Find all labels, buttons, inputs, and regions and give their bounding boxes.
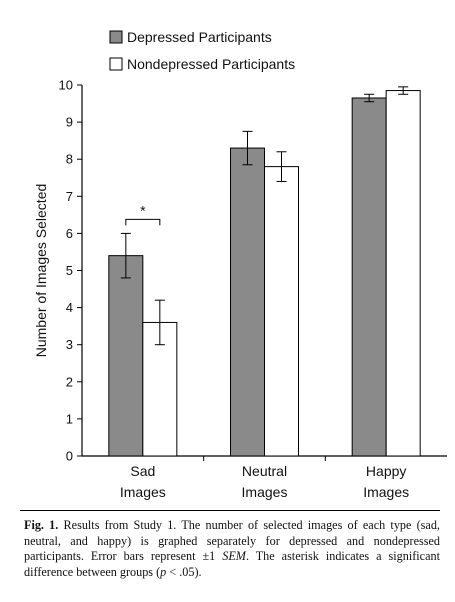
legend-label-0: Depressed Participants [127, 29, 272, 45]
y-tick-label-7: 7 [66, 189, 73, 204]
caption-text-2: . The asterisk indicates a significant d… [24, 549, 440, 579]
y-tick-label-9: 9 [66, 115, 73, 130]
caption-p: p [160, 564, 167, 579]
caption-text-1: Results from Study 1. The number of sele… [24, 518, 440, 563]
significance-bracket-0 [125, 218, 161, 226]
caption-sem: SEM [222, 549, 246, 563]
legend-swatch-0 [109, 30, 123, 44]
caption-divider [20, 510, 440, 511]
significance-asterisk-0: * [140, 202, 146, 218]
y-tick-label-1: 1 [66, 411, 73, 426]
y-tick-label-5: 5 [66, 263, 73, 278]
bar-chart: 0 1 2 3 4 5 6 7 8 9 10 Number of Images Selected Sad… [33, 29, 447, 500]
x-category-label-0-1: Images [120, 484, 166, 500]
figure-label: Fig. 1. [24, 518, 59, 532]
caption-text-3: < .05). [166, 564, 202, 579]
legend-swatch-1 [109, 57, 123, 71]
y-tick-label-10: 10 [59, 78, 73, 93]
bar-1-1 [264, 166, 299, 457]
y-tick-label-3: 3 [66, 337, 73, 352]
bar-1-2 [385, 90, 421, 457]
y-tick-label-6: 6 [66, 226, 73, 241]
x-category-label-2-1: Images [363, 484, 409, 500]
x-category-label-1-1: Images [242, 484, 288, 500]
x-category-label-2-0: Happy [366, 463, 406, 479]
y-tick-label-4: 4 [66, 300, 73, 315]
figure-caption: Fig. 1. Results from Study 1. The number… [24, 518, 440, 580]
bar-0-0 [108, 255, 144, 457]
bar-0-2 [351, 97, 387, 457]
bar-0-1 [230, 147, 265, 457]
x-category-label-1-0: Neutral [242, 463, 287, 479]
y-tick-label-0: 0 [66, 449, 73, 464]
legend-label-1: Nondepressed Participants [127, 56, 295, 72]
x-category-label-0-0: Sad [130, 463, 155, 479]
y-tick-label-8: 8 [66, 152, 73, 167]
y-axis-label: Number of Images Selected [33, 184, 49, 358]
y-tick-label-2: 2 [66, 374, 73, 389]
